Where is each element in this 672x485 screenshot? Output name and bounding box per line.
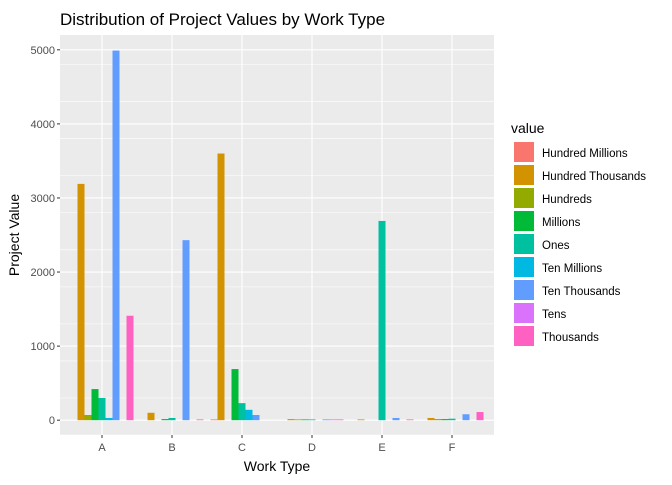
legend: value Hundred Millions Hundred Thousands H… xyxy=(511,120,646,346)
bar xyxy=(427,417,435,421)
legend-label: Thousands xyxy=(542,332,599,344)
bar xyxy=(252,415,260,421)
y-tick-label: 0 xyxy=(49,415,55,427)
bar xyxy=(378,220,386,421)
legend-key xyxy=(514,165,534,185)
bar xyxy=(329,419,337,421)
bar xyxy=(210,419,218,421)
plot-panel xyxy=(60,35,494,435)
bars-layer xyxy=(77,50,484,421)
y-tick-label: 3000 xyxy=(31,193,55,205)
legend-key xyxy=(514,142,534,162)
x-axis-label: Work Type xyxy=(244,458,311,474)
y-tick-label: 1000 xyxy=(31,341,55,353)
legend-key xyxy=(514,257,534,277)
legend-label: Ones xyxy=(542,240,570,252)
bar xyxy=(406,419,414,421)
bar xyxy=(308,419,316,421)
bar xyxy=(105,417,113,421)
x-tick-label: A xyxy=(98,442,106,454)
x-tick-label: D xyxy=(308,442,316,454)
bar xyxy=(196,419,204,421)
bar xyxy=(357,419,365,421)
bar xyxy=(287,419,295,421)
legend-label: Hundreds xyxy=(542,194,592,206)
bar xyxy=(112,50,120,421)
bar xyxy=(245,409,253,421)
bar xyxy=(301,419,309,421)
bar xyxy=(238,403,246,421)
legend-key xyxy=(514,303,534,323)
bar xyxy=(161,419,169,421)
bar xyxy=(168,417,176,421)
bar xyxy=(231,369,239,421)
y-tick-label: 5000 xyxy=(31,45,55,57)
x-tick-label: C xyxy=(238,442,246,454)
bar xyxy=(441,419,449,421)
legend-label: Millions xyxy=(542,217,581,229)
x-tick-label: E xyxy=(378,442,385,454)
chart-title: Distribution of Project Values by Work T… xyxy=(60,10,385,29)
legend-key xyxy=(514,326,534,346)
legend-label: Hundred Millions xyxy=(542,148,628,160)
bar xyxy=(322,419,330,421)
bar xyxy=(147,412,155,421)
bar xyxy=(126,315,134,421)
legend-label: Hundred Thousands xyxy=(542,171,646,183)
bar xyxy=(448,418,456,421)
legend-label: Ten Thousands xyxy=(542,286,621,298)
bar xyxy=(294,419,302,421)
legend-title: value xyxy=(511,120,545,136)
x-tick-label: B xyxy=(168,442,175,454)
legend-key xyxy=(514,234,534,254)
legend-label: Tens xyxy=(542,309,567,321)
y-tick-label: 2000 xyxy=(31,267,55,279)
bar xyxy=(84,415,92,421)
bar xyxy=(91,389,99,421)
bar xyxy=(77,183,85,421)
bar xyxy=(98,397,106,421)
bar xyxy=(462,414,470,421)
bar xyxy=(434,419,442,421)
legend-key xyxy=(514,211,534,231)
legend-key xyxy=(514,188,534,208)
bar xyxy=(392,417,400,421)
legend-label: Ten Millions xyxy=(542,263,602,275)
bar xyxy=(336,419,344,421)
y-axis-label: Project Value xyxy=(6,194,22,276)
bar xyxy=(182,240,190,421)
bar xyxy=(476,412,484,421)
axes-layer: 0 1000 2000 3000 4000 5000 A B C D E F xyxy=(31,45,456,454)
bar xyxy=(217,153,225,421)
legend-key xyxy=(514,280,534,300)
y-tick-label: 4000 xyxy=(31,119,55,131)
x-tick-label: F xyxy=(449,442,456,454)
